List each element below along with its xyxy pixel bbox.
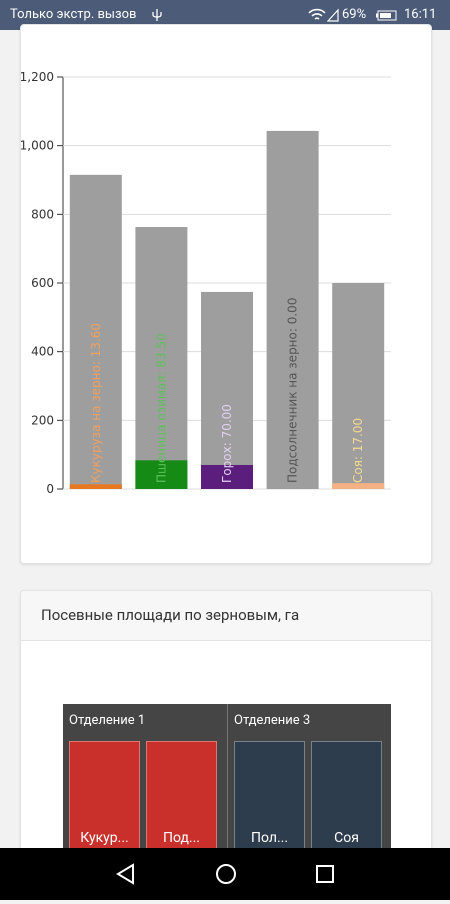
treemap-group: Отделение 3 Пол... Соя (227, 704, 391, 891)
y-tick-label: 0 (46, 482, 54, 496)
tile-label: Кукур... (80, 830, 129, 846)
total-bar (69, 174, 122, 489)
chart-card: 0 200 400 600 800 1,000 1,200 Кукуруза на зерно… (20, 24, 432, 564)
y-tick-label: 800 (31, 207, 54, 221)
data-label: Подсолнечник на зерно: 0.00 (286, 298, 300, 483)
y-tick-label: 1,200 (21, 70, 54, 84)
usb-icon (152, 9, 162, 21)
value-bar (135, 460, 188, 489)
total-bar (266, 130, 319, 490)
back-button[interactable] (116, 863, 134, 885)
group-label: Отделение 3 (234, 713, 311, 728)
data-label: Горох: 70.00 (220, 404, 234, 483)
total-bar (135, 227, 188, 489)
tile-label: Под... (162, 830, 200, 846)
nav-bar (0, 848, 450, 900)
carrier-text: Только экстр. вызов (10, 7, 137, 22)
total-bar (332, 283, 385, 489)
card-header: Посевные площади по зерновым, га (21, 591, 431, 641)
data-label: Кукуруза на зерно: 13.60 (89, 323, 103, 483)
group-label: Отделение 1 (69, 713, 146, 728)
value-bar (201, 464, 253, 489)
card-title: Посевные площади по зерновым, га (41, 606, 300, 624)
y-tick-label: 200 (31, 413, 54, 427)
recent-button[interactable] (316, 865, 334, 883)
tile-label: Пол... (250, 830, 289, 846)
wifi-icon (308, 8, 326, 20)
signal-icon (327, 8, 339, 22)
time-text: 16:11 (404, 7, 437, 22)
data-label: Пшеница озимая: 83.50 (154, 333, 168, 483)
nav-icons (116, 863, 334, 885)
home-button[interactable] (216, 864, 236, 884)
y-tick-label: 600 (31, 276, 54, 290)
y-tick-label: 1,000 (21, 139, 54, 153)
total-bar (201, 291, 253, 489)
battery-text: 69% (342, 7, 367, 22)
treemap-card: Посевные площади по зерновым, га Отделен… (20, 590, 432, 892)
value-bar (332, 483, 385, 489)
chart: 0 200 400 600 800 1,000 1,200 Кукуруза на зерно… (21, 70, 391, 496)
y-tick-label: 400 (31, 345, 54, 359)
battery-icon (376, 10, 397, 21)
value-bar (69, 484, 122, 489)
tile-label: Соя (334, 830, 359, 846)
data-label: Соя: 17.00 (351, 418, 365, 483)
